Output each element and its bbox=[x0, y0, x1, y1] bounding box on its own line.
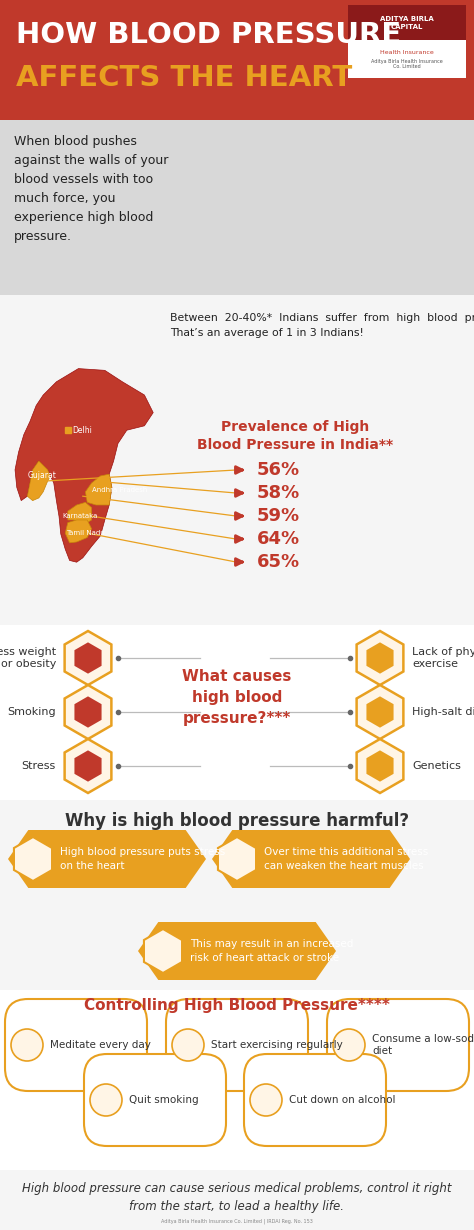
Circle shape bbox=[11, 1030, 43, 1061]
Text: 58%: 58% bbox=[257, 483, 300, 502]
Circle shape bbox=[250, 1084, 282, 1116]
Text: Health Insurance: Health Insurance bbox=[380, 50, 434, 55]
Text: What causes
high blood
pressure?***: What causes high blood pressure?*** bbox=[182, 669, 292, 726]
Circle shape bbox=[333, 1030, 365, 1061]
FancyBboxPatch shape bbox=[166, 999, 308, 1091]
Polygon shape bbox=[144, 929, 182, 973]
Polygon shape bbox=[64, 631, 111, 685]
Text: Why is high blood pressure harmful?: Why is high blood pressure harmful? bbox=[65, 812, 409, 830]
Polygon shape bbox=[366, 750, 393, 781]
Text: High-salt diet: High-salt diet bbox=[412, 707, 474, 717]
Text: HOW BLOOD PRESSURE: HOW BLOOD PRESSURE bbox=[16, 21, 401, 49]
Text: Quit smoking: Quit smoking bbox=[129, 1095, 199, 1105]
Polygon shape bbox=[14, 836, 52, 881]
Text: Aditya Birla Health Insurance Co. Limited | IRDAI Reg. No. 153: Aditya Birla Health Insurance Co. Limite… bbox=[161, 1219, 313, 1224]
FancyBboxPatch shape bbox=[244, 1054, 386, 1146]
Text: Excess weight
or obesity: Excess weight or obesity bbox=[0, 647, 56, 669]
Text: Aditya Birla Health Insurance
Co. Limited: Aditya Birla Health Insurance Co. Limite… bbox=[371, 59, 443, 69]
Polygon shape bbox=[356, 685, 403, 739]
Text: Smoking: Smoking bbox=[8, 707, 56, 717]
Polygon shape bbox=[366, 642, 393, 674]
Polygon shape bbox=[356, 631, 403, 685]
Text: AFFECTS THE HEART: AFFECTS THE HEART bbox=[16, 64, 352, 92]
Text: Prevalence of High
Blood Pressure in India**: Prevalence of High Blood Pressure in Ind… bbox=[197, 419, 393, 453]
Polygon shape bbox=[212, 830, 410, 888]
Text: 65%: 65% bbox=[257, 554, 300, 571]
FancyBboxPatch shape bbox=[5, 999, 147, 1091]
Polygon shape bbox=[27, 461, 50, 501]
Text: High blood pressure can cause serious medical problems, control it right
from th: High blood pressure can cause serious me… bbox=[22, 1182, 452, 1213]
Polygon shape bbox=[64, 739, 111, 793]
Text: ADITYA BIRLA
CAPITAL: ADITYA BIRLA CAPITAL bbox=[380, 16, 434, 30]
Bar bbox=[348, 5, 466, 77]
Text: Lack of physical
exercise: Lack of physical exercise bbox=[412, 647, 474, 669]
Text: 64%: 64% bbox=[257, 530, 300, 549]
Polygon shape bbox=[64, 685, 111, 739]
Bar bbox=[0, 625, 474, 800]
Text: Over time this additional stress
can weaken the heart muscles: Over time this additional stress can wea… bbox=[264, 847, 428, 871]
Polygon shape bbox=[138, 922, 336, 980]
Text: Start exercising regularly: Start exercising regularly bbox=[211, 1041, 343, 1050]
Text: Andhra Pradesh: Andhra Pradesh bbox=[92, 487, 148, 493]
Circle shape bbox=[172, 1030, 204, 1061]
Text: High blood pressure puts stress
on the heart: High blood pressure puts stress on the h… bbox=[60, 847, 225, 871]
Text: Between  20-40%*  Indians  suffer  from  high  blood  pressure.
That’s an averag: Between 20-40%* Indians suffer from high… bbox=[170, 312, 474, 338]
Text: Delhi: Delhi bbox=[72, 426, 91, 434]
Bar bbox=[0, 990, 474, 1170]
Text: Cut down on alcohol: Cut down on alcohol bbox=[289, 1095, 395, 1105]
Polygon shape bbox=[356, 739, 403, 793]
Bar bbox=[348, 5, 466, 41]
Polygon shape bbox=[74, 642, 101, 674]
Polygon shape bbox=[85, 475, 112, 506]
Bar bbox=[0, 0, 474, 121]
Polygon shape bbox=[65, 520, 91, 542]
Text: Karnataka: Karnataka bbox=[63, 513, 98, 519]
Polygon shape bbox=[74, 696, 101, 728]
Polygon shape bbox=[366, 696, 393, 728]
Polygon shape bbox=[8, 830, 206, 888]
Bar bbox=[0, 1170, 474, 1230]
FancyBboxPatch shape bbox=[327, 999, 469, 1091]
FancyBboxPatch shape bbox=[84, 1054, 226, 1146]
Text: When blood pushes
against the walls of your
blood vessels with too
much force, y: When blood pushes against the walls of y… bbox=[14, 135, 168, 244]
Polygon shape bbox=[74, 750, 101, 781]
Text: Genetics: Genetics bbox=[412, 761, 461, 771]
Polygon shape bbox=[15, 369, 153, 562]
Text: Gujarat: Gujarat bbox=[27, 471, 56, 481]
Text: Tamil Nadu: Tamil Nadu bbox=[66, 530, 105, 536]
Bar bbox=[0, 121, 474, 295]
Text: 56%: 56% bbox=[257, 461, 300, 478]
Polygon shape bbox=[68, 502, 91, 523]
Text: Meditate every day: Meditate every day bbox=[50, 1041, 151, 1050]
Circle shape bbox=[90, 1084, 122, 1116]
Text: This may result in an increased
risk of heart attack or stroke: This may result in an increased risk of … bbox=[190, 940, 354, 963]
Text: Stress: Stress bbox=[22, 761, 56, 771]
Text: 59%: 59% bbox=[257, 507, 300, 525]
Bar bbox=[0, 800, 474, 990]
Bar bbox=[0, 295, 474, 625]
Text: Consume a low-sodium
diet: Consume a low-sodium diet bbox=[372, 1033, 474, 1057]
Polygon shape bbox=[218, 836, 256, 881]
Text: Controlling High Blood Pressure****: Controlling High Blood Pressure**** bbox=[84, 998, 390, 1014]
